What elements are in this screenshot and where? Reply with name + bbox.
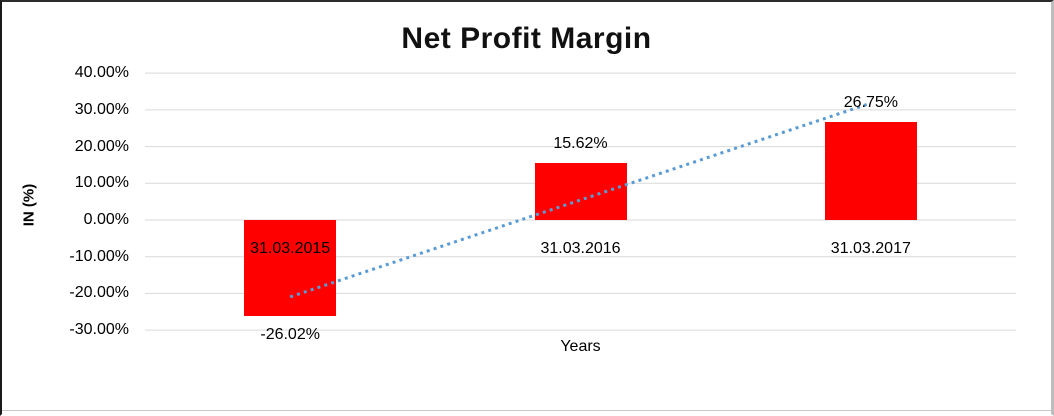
y-tick-label: 30.00% <box>74 100 129 118</box>
linear-trendline <box>289 101 872 299</box>
y-tick-label: -10.00% <box>69 247 129 265</box>
y-tick-label: 10.00% <box>74 174 129 192</box>
category-label: 31.03.2017 <box>830 240 911 257</box>
chart-title: Net Profit Margin <box>401 22 652 55</box>
bar-31.03.2017 <box>824 121 917 220</box>
category-label: 31.03.2015 <box>250 240 331 257</box>
category-label: 31.03.2016 <box>540 240 621 257</box>
y-tick-label: 20.00% <box>74 137 129 155</box>
data-label: 26.75% <box>843 93 898 111</box>
y-tick-label: 0.00% <box>83 211 129 228</box>
data-label: -26.02% <box>260 325 320 343</box>
y-tick-label: -30.00% <box>69 321 129 339</box>
y-tick-label: 40.00% <box>74 64 129 82</box>
x-axis-title: Years <box>560 338 601 355</box>
y-tick-label: -20.00% <box>69 284 129 302</box>
chart-bottom-edge <box>2 410 1051 411</box>
data-label: 15.62% <box>553 134 608 152</box>
bar-31.03.2015 <box>244 220 337 316</box>
